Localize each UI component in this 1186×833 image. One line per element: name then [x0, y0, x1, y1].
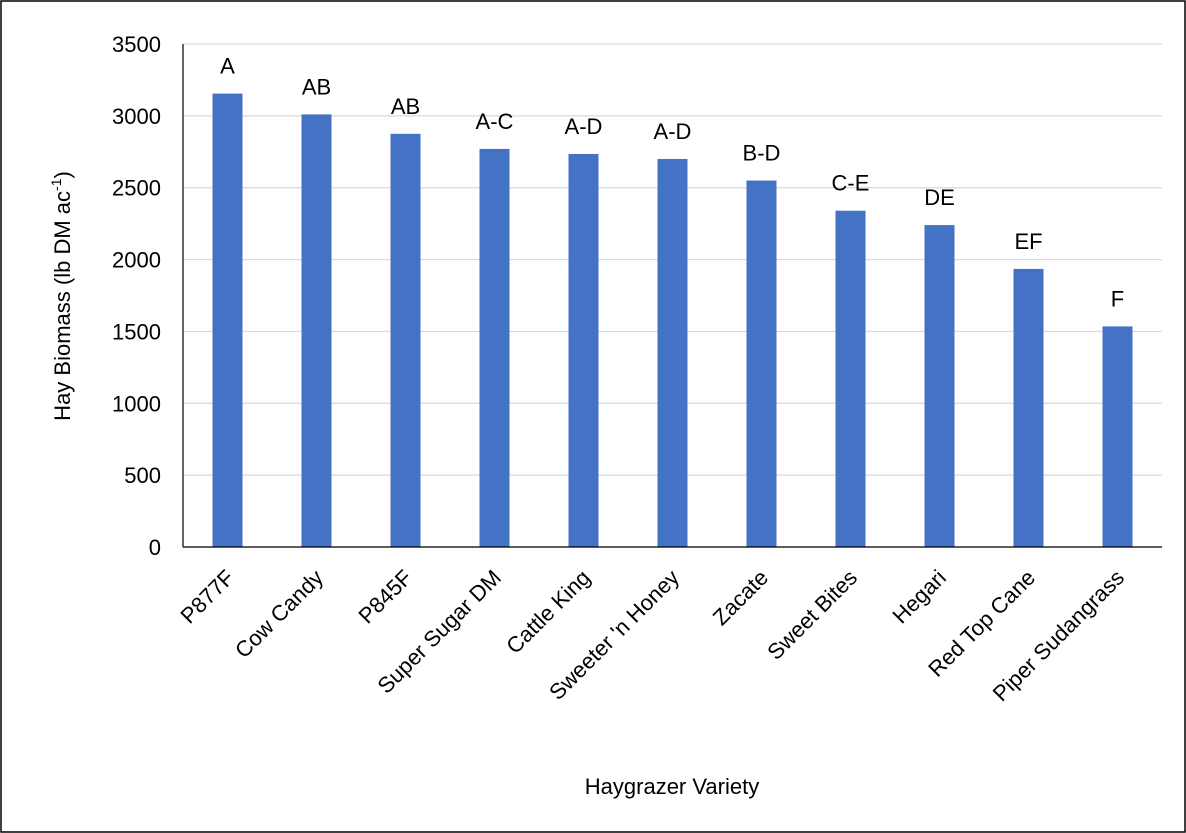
- bar: [746, 180, 777, 547]
- bar: [1102, 326, 1133, 547]
- y-axis-title-sup: -1: [48, 178, 64, 191]
- bar-annotation: F: [1111, 286, 1124, 311]
- bar-annotation: A-C: [476, 109, 514, 134]
- bar: [568, 153, 599, 548]
- y-tick-label: 3500: [112, 32, 161, 57]
- y-axis-title-end: ): [50, 171, 75, 178]
- bar: [301, 114, 332, 548]
- bar-annotation: A: [220, 54, 235, 79]
- bar-annotation: A-D: [565, 114, 603, 139]
- bar: [390, 133, 421, 548]
- bar-annotation: C-E: [832, 171, 870, 196]
- bar: [835, 210, 866, 548]
- y-tick-label: 0: [149, 535, 161, 560]
- bar-annotation: AB: [391, 94, 420, 119]
- y-tick-label: 2500: [112, 176, 161, 201]
- bar: [657, 158, 688, 547]
- bar: [924, 225, 955, 547]
- bar: [1013, 268, 1044, 547]
- y-tick-label: 3000: [112, 104, 161, 129]
- y-tick-label: 500: [124, 463, 161, 488]
- bar-annotation: AB: [302, 74, 331, 99]
- y-axis-title-main: Hay Biomass (lb DM ac: [50, 191, 75, 421]
- bar: [479, 148, 510, 547]
- bar-annotation: EF: [1014, 229, 1042, 254]
- x-axis-title: Haygrazer Variety: [585, 774, 759, 799]
- bar-annotation: DE: [924, 185, 955, 210]
- bar-annotation: B-D: [743, 141, 781, 166]
- y-tick-label: 1500: [112, 319, 161, 344]
- y-axis-title: Hay Biomass (lb DM ac-1): [48, 171, 75, 421]
- bar-annotation: A-D: [654, 119, 692, 144]
- y-tick-label: 2000: [112, 248, 161, 273]
- bar: [212, 93, 243, 548]
- y-tick-label: 1000: [112, 391, 161, 416]
